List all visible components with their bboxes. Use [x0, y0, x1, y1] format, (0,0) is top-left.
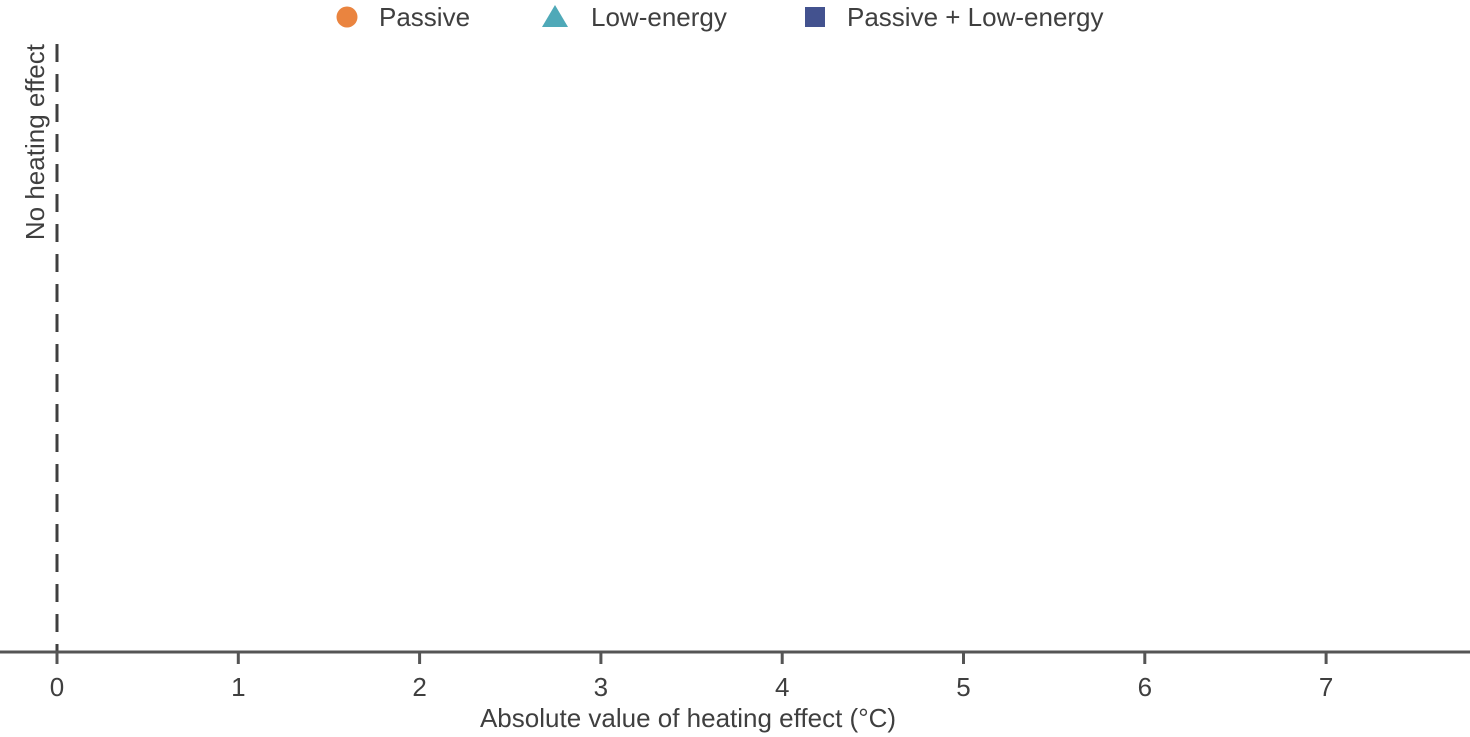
no-heating-effect-label: No heating effect	[20, 43, 50, 240]
x-tick-label: 5	[956, 672, 970, 702]
x-tick-label: 6	[1138, 672, 1152, 702]
x-axis-title: Absolute value of heating effect (°C)	[480, 703, 896, 733]
legend-item: Passive + Low-energy	[805, 2, 1104, 32]
x-tick-label: 1	[231, 672, 245, 702]
legend-label: Passive + Low-energy	[847, 2, 1104, 32]
x-tick-label: 2	[412, 672, 426, 702]
legend-triangle-marker	[542, 5, 568, 27]
x-tick-label: 4	[775, 672, 789, 702]
legend-item: Passive	[336, 2, 470, 32]
legend-square-marker	[805, 7, 825, 27]
x-tick-label: 7	[1319, 672, 1333, 702]
x-axis: 0 1 2 3 4 5 6 7	[0, 650, 1470, 702]
legend-label: Passive	[379, 2, 470, 32]
x-tick-label: 0	[50, 672, 64, 702]
reference-line-group: No heating effect	[20, 43, 59, 652]
legend-circle-marker	[336, 6, 358, 28]
legend: Passive Low-energy Passive + Low-energy	[336, 2, 1104, 32]
legend-item: Low-energy	[542, 2, 727, 32]
legend-label: Low-energy	[591, 2, 727, 32]
x-tick-label: 3	[594, 672, 608, 702]
